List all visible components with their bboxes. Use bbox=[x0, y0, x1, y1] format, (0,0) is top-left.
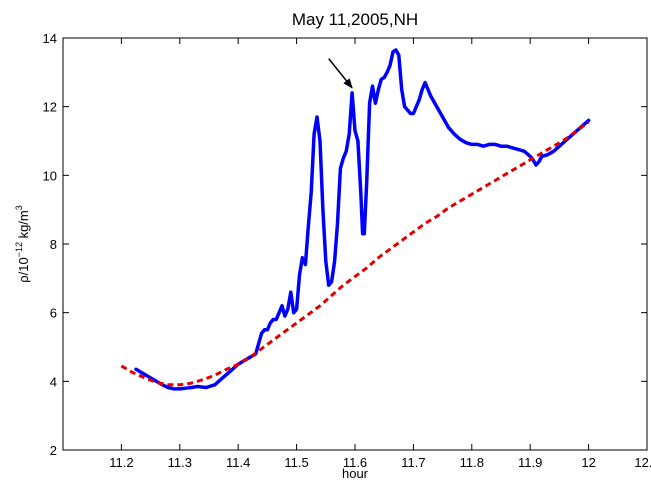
y-axis-label-base: ρ/10 bbox=[16, 257, 31, 282]
chart-title: May 11,2005,NH bbox=[292, 10, 418, 29]
x-tick-label: 11.2 bbox=[109, 455, 133, 470]
x-tick-label: 12.1 bbox=[634, 455, 651, 470]
y-axis-label-unit-exponent: 3 bbox=[14, 205, 24, 210]
axis-ticks bbox=[63, 37, 648, 451]
y-axis-label-unit: kg/m bbox=[16, 210, 31, 242]
series-layer bbox=[120, 48, 591, 391]
dashed-series-line bbox=[120, 120, 590, 387]
y-tick-label: 6 bbox=[50, 306, 57, 321]
y-axis-label: ρ/10−12 kg/m3 bbox=[14, 205, 31, 283]
x-axis-label: hour bbox=[342, 466, 369, 481]
x-tick-label: 11.6 bbox=[343, 455, 367, 470]
y-tick-label: 10 bbox=[43, 168, 57, 183]
y-tick-label: 14 bbox=[43, 31, 57, 46]
x-tick-label: 11.8 bbox=[460, 455, 484, 470]
x-tick-label: 11.7 bbox=[401, 455, 425, 470]
x-tick-label: 12 bbox=[581, 455, 595, 470]
y-tick-label: 8 bbox=[50, 237, 57, 252]
x-tick-label: 11.4 bbox=[226, 455, 250, 470]
x-tick-label: 11.3 bbox=[168, 455, 192, 470]
x-tick-label: 11.9 bbox=[518, 455, 542, 470]
plot-area bbox=[62, 37, 648, 451]
axis-tick-labels: 11.2 11.3 11.4 11.5 11.6 11.7 11.8 11.9 12 12.1 2 4… bbox=[43, 31, 651, 470]
annotation-arrow bbox=[328, 58, 353, 89]
y-axis-label-exponent: −12 bbox=[14, 242, 24, 257]
y-tick-label: 2 bbox=[50, 443, 57, 458]
y-tick-label: 4 bbox=[50, 374, 57, 389]
x-tick-label: 11.5 bbox=[284, 455, 308, 470]
y-tick-label: 12 bbox=[43, 100, 57, 115]
